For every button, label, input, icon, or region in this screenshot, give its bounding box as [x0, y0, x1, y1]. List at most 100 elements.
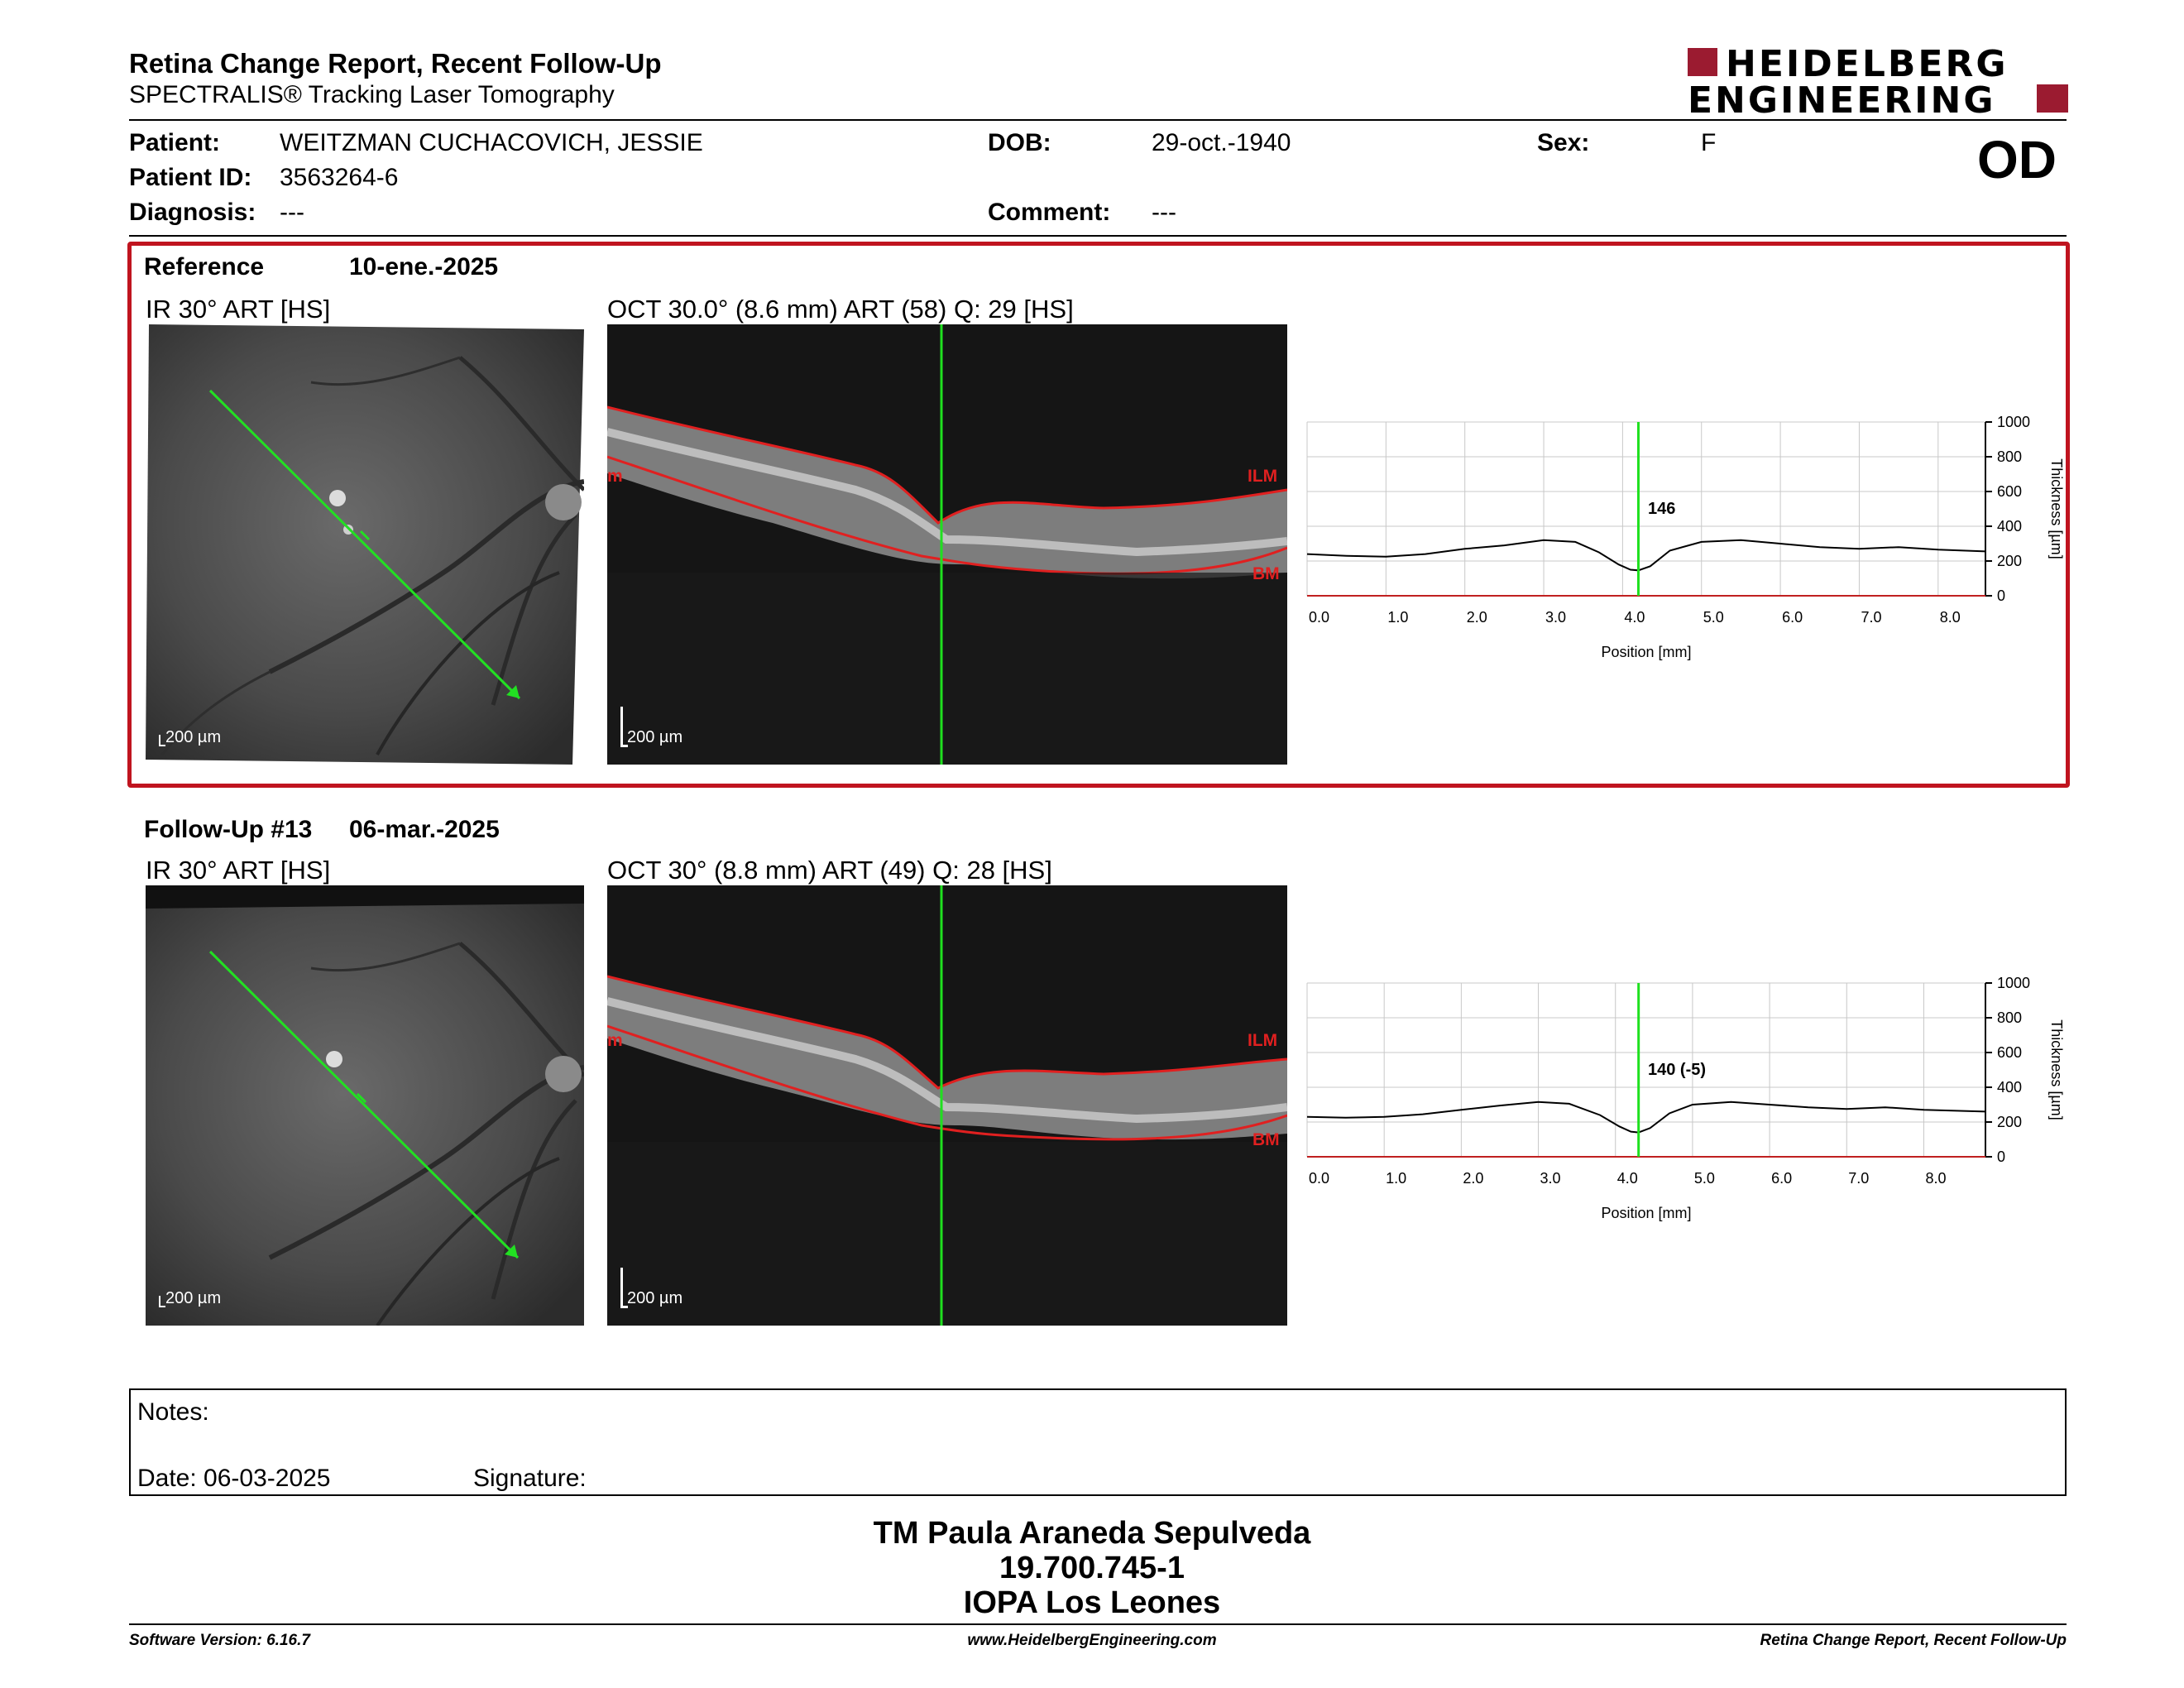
y-tick-label: 0 [1997, 1149, 2005, 1165]
followup-label: Follow-Up #13 [144, 816, 313, 843]
followup-ir-title: IR 30° ART [HS] [146, 856, 331, 885]
diagnosis-label: Diagnosis: [129, 199, 256, 226]
reference-thickness-svg: 0.0 1.0 2.0 3.0 4.0 5.0 6.0 7.0 8.0 1000 800 600 400… [1306, 414, 2065, 660]
followup-ir-image[interactable]: 200 µm [146, 885, 584, 1326]
x-tick-label: 6.0 [1771, 1170, 1792, 1187]
reference-ir-scale: 200 µm [165, 728, 222, 746]
reference-oct-image[interactable]: ILM BM m 200 µm [607, 324, 1287, 765]
x-tick-label: 7.0 [1848, 1170, 1869, 1187]
patient-label: Patient: [129, 129, 221, 156]
y-tick-label: 400 [1997, 518, 2022, 535]
reference-oct-scale: 200 µm [627, 728, 683, 746]
x-tick-label: 8.0 [1940, 609, 1961, 626]
patient-name: WEITZMAN CUCHACOVICH, JESSIE [280, 129, 703, 156]
x-tick-label: 7.0 [1861, 609, 1881, 626]
x-tick-label: 3.0 [1540, 1170, 1561, 1187]
followup-oct-ilm-label: ILM [1248, 1031, 1278, 1050]
followup-ir-scale-bar [159, 1296, 165, 1307]
followup-thickness-value: 140 (-5) [1648, 1061, 1707, 1079]
comment-label: Comment: [988, 199, 1111, 226]
sex-value: F [1701, 129, 1717, 156]
eye-label: OD [1977, 130, 2057, 189]
report-title: Retina Change Report, Recent Follow-Up [129, 48, 662, 79]
notes-date: Date: 06-03-2025 [137, 1465, 331, 1492]
followup-ir-scale: 200 µm [165, 1289, 222, 1307]
notes-label: Notes: [137, 1398, 209, 1426]
signatory-id: 19.700.745-1 [999, 1551, 1185, 1585]
x-tick-label: 1.0 [1387, 609, 1408, 626]
footer-software-version: Software Version: 6.16.7 [129, 1632, 310, 1649]
x-tick-label: 6.0 [1782, 609, 1803, 626]
thickness-series-line [1306, 1101, 1986, 1134]
x-tick-label: 2.0 [1467, 609, 1487, 626]
x-tick-label: 5.0 [1703, 609, 1724, 626]
reference-oct-bm-label: BM [1252, 564, 1280, 583]
patient-divider [129, 235, 2067, 237]
comment-value: --- [1152, 199, 1176, 226]
y-tick-label: 600 [1997, 1044, 2022, 1061]
signatory-institution: IOPA Los Leones [963, 1585, 1221, 1620]
logo-text-line1: HEIDELBERG [1726, 43, 2009, 85]
y-axis-label: Thickness [µm] [2048, 458, 2065, 559]
x-tick-label: 4.0 [1617, 1170, 1638, 1187]
followup-oct-title: OCT 30° (8.8 mm) ART (49) Q: 28 [HS] [607, 856, 1052, 885]
y-tick-label: 200 [1997, 1114, 2022, 1130]
x-axis-label: Position [mm] [1601, 644, 1691, 660]
x-tick-label: 8.0 [1925, 1170, 1946, 1187]
y-tick-label: 0 [1997, 587, 2005, 604]
reference-oct-title: OCT 30.0° (8.6 mm) ART (58) Q: 29 [HS] [607, 295, 1074, 324]
reference-thickness-chart: 0.0 1.0 2.0 3.0 4.0 5.0 6.0 7.0 8.0 1000 800 600 400… [1291, 405, 2085, 679]
sex-label: Sex: [1537, 129, 1590, 156]
notes-box[interactable]: Notes: Date: 06-03-2025 Signature: [129, 1388, 2067, 1496]
patient-id-label: Patient ID: [129, 164, 252, 191]
header-divider [129, 119, 2067, 121]
dob-value: 29-oct.-1940 [1152, 129, 1291, 156]
report-subtitle: SPECTRALIS® Tracking Laser Tomography [129, 81, 615, 108]
followup-oct-scale: 200 µm [627, 1289, 683, 1307]
y-tick-label: 400 [1997, 1079, 2022, 1096]
x-tick-label: 3.0 [1545, 609, 1566, 626]
reference-label: Reference [144, 253, 265, 281]
y-tick-label: 800 [1997, 1009, 2022, 1026]
followup-oct-edge-label: m [607, 1031, 623, 1050]
footer-report-name: Retina Change Report, Recent Follow-Up [1760, 1632, 2067, 1649]
reference-oct-scale-bar [620, 707, 628, 747]
y-tick-label: 800 [1997, 448, 2022, 465]
followup-thickness-svg: 0.0 1.0 2.0 3.0 4.0 5.0 6.0 7.0 8.0 1000 800 600 400… [1306, 975, 2065, 1221]
x-tick-label: 5.0 [1694, 1170, 1715, 1187]
logo-text-line2: ENGINEERING [1688, 79, 1996, 122]
footer-divider [129, 1623, 2067, 1625]
signatory-name: TM Paula Araneda Sepulveda [873, 1516, 1311, 1551]
y-tick-label: 600 [1997, 483, 2022, 500]
footer-website-link[interactable]: www.HeidelbergEngineering.com [967, 1632, 1217, 1649]
reference-ir-scale-bar [159, 735, 165, 746]
followup-oct-scale-bar [620, 1268, 628, 1308]
reference-frame [127, 242, 2070, 788]
dob-label: DOB: [988, 129, 1051, 156]
y-tick-label: 1000 [1997, 414, 2030, 430]
x-axis-label: Position [mm] [1601, 1205, 1691, 1221]
followup-thickness-chart: 0.0 1.0 2.0 3.0 4.0 5.0 6.0 7.0 8.0 1000 800 600 400… [1291, 966, 2085, 1240]
x-tick-label: 1.0 [1386, 1170, 1406, 1187]
reference-oct-edge-label: m [607, 467, 623, 486]
diagnosis-value: --- [280, 199, 304, 226]
x-tick-label: 4.0 [1624, 609, 1645, 626]
followup-oct-image[interactable]: ILM BM m 200 µm [607, 885, 1287, 1326]
x-tick-label: 0.0 [1309, 609, 1329, 626]
patient-id-value: 3563264-6 [280, 164, 399, 191]
y-tick-label: 200 [1997, 553, 2022, 569]
signature-label: Signature: [473, 1465, 587, 1492]
reference-ir-image[interactable]: 200 µm [146, 324, 584, 765]
followup-oct-bm-label: BM [1252, 1130, 1280, 1149]
y-tick-label: 1000 [1997, 975, 2030, 991]
thickness-series-line [1306, 539, 1986, 572]
heidelberg-logo: HEIDELBERG ENGINEERING [1688, 43, 2068, 122]
x-tick-label: 2.0 [1463, 1170, 1483, 1187]
x-tick-label: 0.0 [1309, 1170, 1329, 1187]
followup-date: 06-mar.-2025 [349, 816, 500, 843]
reference-thickness-value: 146 [1648, 500, 1676, 518]
reference-oct-ilm-label: ILM [1248, 467, 1278, 486]
reference-date: 10-ene.-2025 [349, 253, 499, 281]
y-axis-label: Thickness [µm] [2048, 1019, 2065, 1120]
reference-ir-title: IR 30° ART [HS] [146, 295, 331, 324]
